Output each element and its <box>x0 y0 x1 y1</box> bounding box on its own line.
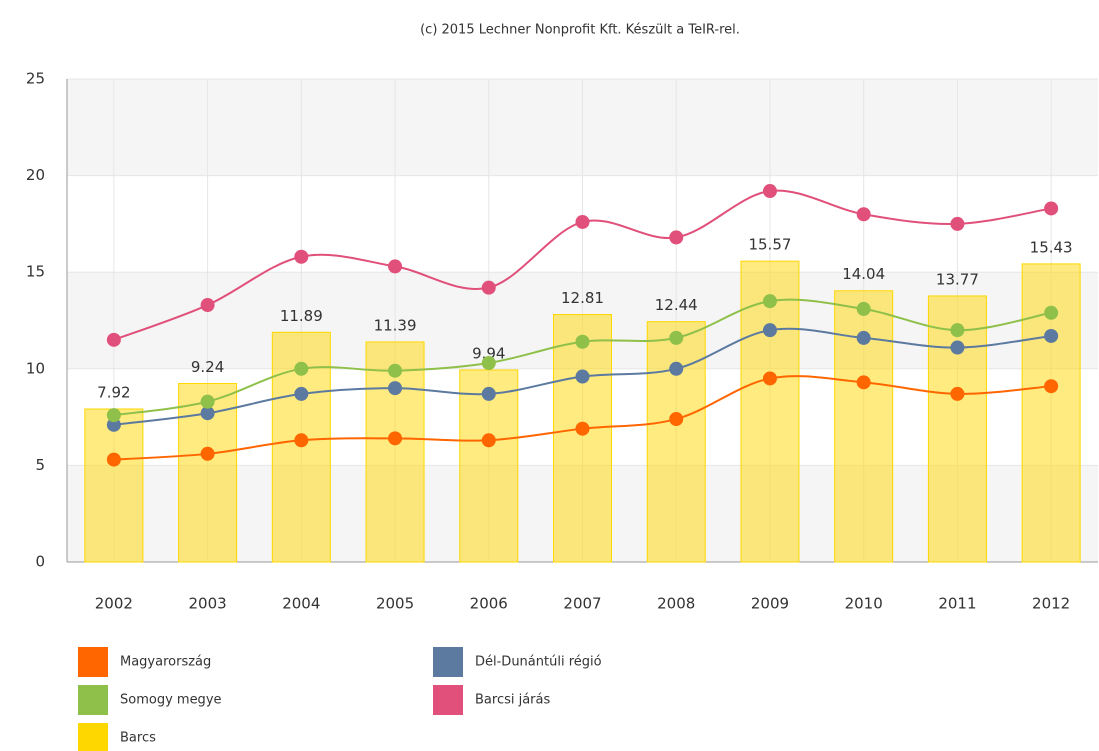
data-label: 15.57 <box>748 236 791 254</box>
point <box>575 421 590 436</box>
x-tick-label: 2012 <box>1032 595 1070 613</box>
data-label: 11.89 <box>280 307 323 325</box>
chart-title: (c) 2015 Lechner Nonprofit Kft. Készült … <box>420 23 740 38</box>
y-tick-label: 0 <box>35 553 45 571</box>
point <box>950 386 965 401</box>
point <box>856 301 871 316</box>
bar <box>927 295 987 563</box>
point <box>481 280 496 295</box>
point <box>106 452 121 467</box>
point <box>294 386 309 401</box>
x-tick-label: 2008 <box>657 595 695 613</box>
point <box>106 408 121 423</box>
point <box>856 375 871 390</box>
point <box>106 417 121 432</box>
y-tick-label: 25 <box>26 70 45 88</box>
legend-label: Magyarország <box>120 655 211 670</box>
x-tick-label: 2005 <box>376 595 414 613</box>
point <box>388 431 403 446</box>
legend-swatch <box>78 685 108 715</box>
point <box>575 369 590 384</box>
x-tick-label: 2007 <box>563 595 601 613</box>
legend-swatch <box>78 723 108 751</box>
y-tick-label: 10 <box>26 359 45 377</box>
point <box>294 433 309 448</box>
x-tick-label: 2006 <box>470 595 508 613</box>
x-tick-label: 2004 <box>282 595 320 613</box>
point <box>950 340 965 355</box>
legend-label: Dél-Dunántúli régió <box>475 655 602 670</box>
point <box>294 249 309 264</box>
point <box>294 361 309 376</box>
point <box>1044 328 1059 343</box>
point <box>200 298 215 313</box>
y-tick-label: 15 <box>26 263 45 281</box>
x-tick-label: 2003 <box>188 595 226 613</box>
legend-swatch <box>78 647 108 677</box>
point <box>200 394 215 409</box>
point <box>481 433 496 448</box>
point <box>856 207 871 222</box>
point <box>200 406 215 421</box>
y-tick-label: 5 <box>35 456 45 474</box>
point <box>106 332 121 347</box>
point <box>1044 201 1059 216</box>
data-label: 9.24 <box>191 358 224 376</box>
x-tick-label: 2002 <box>95 595 133 613</box>
point <box>669 412 684 427</box>
bar <box>84 408 144 563</box>
point <box>388 363 403 378</box>
bar <box>740 260 800 563</box>
legend-swatch <box>433 685 463 715</box>
x-tick-label: 2010 <box>845 595 883 613</box>
bar <box>553 314 612 563</box>
point <box>950 216 965 231</box>
point <box>762 294 777 309</box>
y-tick-label: 20 <box>26 166 45 184</box>
point <box>1044 379 1059 394</box>
point <box>669 230 684 245</box>
point <box>388 381 403 396</box>
legend-label: Barcs <box>120 731 156 746</box>
legend-label: Barcsi járás <box>475 693 550 708</box>
x-tick-label: 2011 <box>938 595 976 613</box>
point <box>762 323 777 338</box>
point <box>762 184 777 199</box>
legend-label: Somogy megye <box>120 693 222 708</box>
point <box>200 446 215 461</box>
point <box>481 386 496 401</box>
point <box>669 330 684 345</box>
point <box>481 356 496 371</box>
point <box>950 323 965 338</box>
point <box>575 334 590 349</box>
point <box>388 259 403 274</box>
data-label: 9.94 <box>472 344 505 362</box>
legend-swatch <box>433 647 463 677</box>
data-label: 12.81 <box>561 289 604 307</box>
point <box>762 371 777 386</box>
x-tick-label: 2009 <box>751 595 789 613</box>
point <box>669 361 684 376</box>
data-label: 7.92 <box>97 383 130 401</box>
data-label: 15.43 <box>1030 238 1073 256</box>
point <box>856 330 871 345</box>
data-label: 14.04 <box>842 265 885 283</box>
point <box>575 214 590 229</box>
point <box>1044 305 1059 320</box>
bar <box>646 321 706 563</box>
data-label: 13.77 <box>936 270 979 288</box>
bar <box>365 341 425 563</box>
data-label: 12.44 <box>655 296 698 314</box>
data-label: 11.39 <box>374 316 417 334</box>
